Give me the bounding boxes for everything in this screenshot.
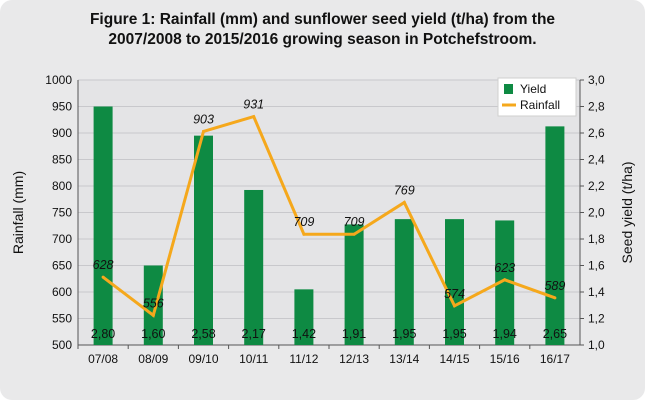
y-right-tick-label: 1,0 [588, 338, 605, 352]
x-tick-label: 11/12 [289, 352, 318, 366]
y-right-tick-label: 1,6 [588, 259, 605, 273]
rainfall-point [151, 313, 155, 317]
x-tick-label: 13/14 [389, 352, 419, 366]
y-right-tick-label: 2,4 [588, 153, 605, 167]
rainfall-point [252, 115, 256, 119]
yield-bar [194, 135, 213, 345]
y-right-tick-label: 2,6 [588, 126, 605, 140]
y-left-axis-title: Rainfall (mm) [10, 171, 26, 254]
yield-data-label: 2,65 [543, 327, 567, 341]
yield-data-label: 1,91 [342, 327, 366, 341]
y-right-axis-title: Seed yield (t/ha) [619, 162, 635, 264]
y-left-tick-label: 1000 [45, 73, 72, 87]
yield-data-label: 1,94 [493, 327, 517, 341]
legend-yield-swatch [504, 84, 513, 94]
y-left-tick-label: 900 [52, 126, 72, 140]
figure-title-line2: 2007/2008 to 2015/2016 growing season in… [108, 31, 537, 48]
rainfall-data-label: 589 [544, 279, 565, 293]
yield-data-label: 2,17 [242, 327, 266, 341]
yield-bar [495, 220, 515, 345]
yield-data-label: 1,60 [141, 327, 165, 341]
y-right-tick-label: 1,2 [588, 312, 605, 326]
x-tick-label: 09/10 [188, 352, 218, 366]
rainfall-data-label: 931 [243, 98, 264, 112]
yield-bar [244, 189, 264, 345]
y-left-tick-label: 650 [52, 259, 72, 273]
rainfall-data-label: 556 [143, 296, 164, 310]
rainfall-data-label: 623 [494, 261, 515, 275]
rainfall-point [402, 200, 406, 204]
rainfall-point [352, 232, 356, 236]
y-left-tick-label: 950 [52, 100, 72, 114]
yield-bar [143, 265, 163, 345]
yield-bar [344, 224, 364, 345]
yield-data-label: 1,95 [392, 327, 416, 341]
y-right-tick-label: 1,4 [588, 285, 605, 299]
x-tick-label: 08/09 [138, 352, 168, 366]
rainfall-point [202, 129, 205, 133]
y-right-tick-label: 2,8 [588, 100, 605, 114]
rainfall-data-label: 709 [344, 215, 365, 229]
y-right-tick-label: 1,8 [588, 232, 605, 246]
x-tick-label: 12/13 [339, 352, 369, 366]
yield-bar [545, 126, 565, 345]
y-left-tick-label: 550 [52, 312, 72, 326]
rainfall-point [302, 232, 306, 236]
y-left-tick-label: 850 [52, 153, 72, 167]
yield-bar [294, 289, 314, 345]
x-tick-label: 14/15 [439, 352, 469, 366]
rainfall-data-label: 628 [93, 258, 114, 272]
yield-data-label: 1,95 [442, 327, 466, 341]
rainfall-data-label: 574 [444, 287, 465, 301]
yield-data-label: 1,42 [292, 327, 316, 341]
x-tick-label: 07/08 [88, 352, 118, 366]
x-tick-label: 15/16 [490, 352, 520, 366]
yield-bar [394, 219, 414, 345]
rainfall-point [453, 304, 456, 308]
rainfall-line [102, 114, 556, 318]
figure-title: Figure 1: Rainfall (mm) and sunflower se… [10, 10, 635, 50]
rainfall-point [101, 275, 105, 279]
y-left-tick-label: 500 [52, 338, 72, 352]
y-left-tick-label: 700 [52, 232, 72, 246]
rainfall-point [503, 278, 507, 282]
rainfall-data-label: 709 [293, 215, 314, 229]
yield-data-label: 2,80 [91, 327, 115, 341]
y-left-tick-label: 750 [52, 206, 72, 220]
y-right-tick-label: 2,2 [588, 179, 605, 193]
y-left-tick-label: 800 [52, 179, 72, 193]
y-left-tick-label: 600 [52, 285, 72, 299]
x-tick-label: 10/11 [239, 352, 268, 366]
legend-rainfall-label: Rainfall [520, 98, 560, 112]
x-tick-label: 16/17 [540, 352, 570, 366]
legend-yield-label: Yield [520, 82, 546, 96]
yield-bar [445, 219, 464, 345]
figure-title-line1: Figure 1: Rainfall (mm) and sunflower se… [89, 11, 556, 28]
yield-bar [93, 106, 113, 345]
y-right-tick-label: 3,0 [588, 73, 605, 87]
rainfall-data-label: 903 [193, 112, 214, 126]
yield-data-label: 2,58 [191, 327, 215, 341]
y-right-tick-label: 2,0 [588, 206, 605, 220]
rainfall-data-label: 769 [394, 183, 415, 197]
rainfall-point [553, 296, 557, 300]
